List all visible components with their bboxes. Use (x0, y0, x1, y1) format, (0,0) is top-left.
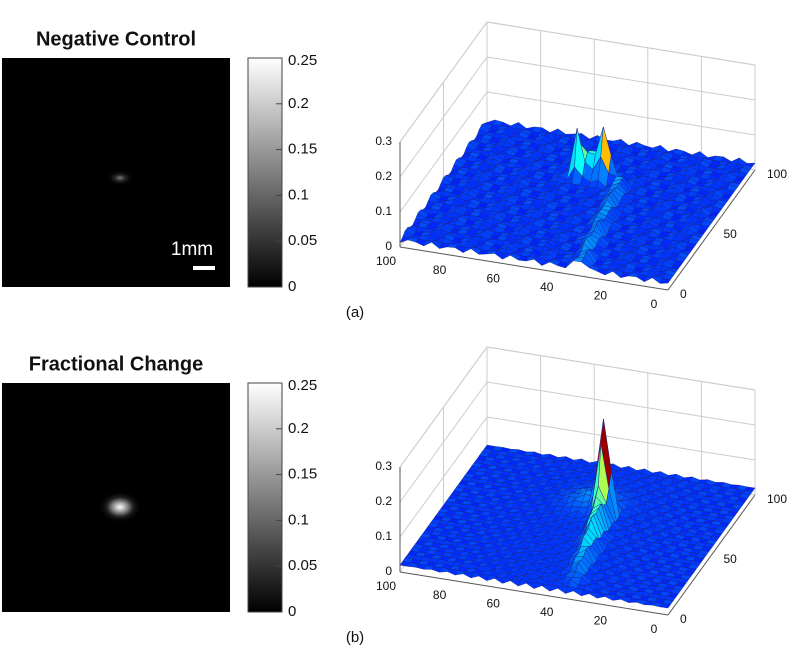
scale-bar-label: 1mm (171, 239, 213, 260)
x-tick-label: 0 (651, 297, 658, 311)
x-tick-label: 0 (651, 622, 658, 636)
panel-label: (b) (346, 629, 364, 646)
z-tick-label: 0.1 (375, 529, 392, 543)
z-tick-label: 0.2 (375, 169, 392, 183)
panel: Negative Control 1mm 0 0.05 0.1 0.15 0.2 0.25 (a… (2, 21, 787, 321)
y-tick-label: 50 (724, 227, 738, 241)
x-tick-label: 80 (433, 263, 447, 277)
y-tick-label: 0 (680, 287, 687, 301)
z-tick-label: 0 (385, 239, 392, 253)
surface-cell (659, 602, 671, 609)
x-tick-label: 60 (487, 271, 501, 285)
colorbar-tick-label: 0.25 (288, 377, 317, 394)
colorbar-tick-label: 0.2 (288, 95, 309, 112)
panel-title: Fractional Change (29, 353, 203, 375)
colorbar-tick-label: 0 (288, 603, 296, 620)
y-tick-label: 50 (724, 552, 738, 566)
x-tick-label: 100 (376, 579, 396, 593)
y-tick-label: 100 (767, 492, 787, 506)
x-tick-label: 40 (540, 280, 554, 294)
axis-line (667, 494, 756, 616)
colorbar-tick-label: 0.1 (288, 186, 309, 203)
colorbar-tick-label: 0.05 (288, 232, 317, 249)
colorbar-tick-label: 0 (288, 278, 296, 295)
image-glow (98, 491, 142, 523)
colorbar-tick-label: 0.15 (288, 141, 317, 158)
z-tick-label: 0.3 (375, 134, 392, 148)
z-tick-label: 0 (385, 564, 392, 578)
z-tick-label: 0.1 (375, 204, 392, 218)
panel: Fractional Change 0 0.05 0.1 0.15 0.2 0.25 (b) 0… (2, 346, 787, 646)
colorbar-tick-label: 0.1 (288, 511, 309, 528)
grid-line (486, 346, 756, 391)
grid-line (486, 416, 756, 461)
grid-line (486, 91, 756, 136)
z-tick-label: 0.2 (375, 494, 392, 508)
z-tick-label: 0.3 (375, 459, 392, 473)
x-tick-label: 60 (487, 596, 501, 610)
surface (399, 418, 756, 609)
colorbar (247, 382, 283, 613)
axis-line (399, 246, 669, 291)
x-tick-label: 40 (540, 605, 554, 619)
colorbar-tick-label: 0.15 (288, 466, 317, 483)
y-tick-label: 0 (680, 612, 687, 626)
panel-title: Negative Control (36, 28, 196, 50)
colorbar-tick-label: 0.2 (288, 420, 309, 437)
grid-line (486, 381, 756, 426)
colorbar (247, 57, 283, 288)
surface-cell (659, 278, 671, 284)
scale-bar (193, 266, 215, 270)
axis-line (399, 571, 669, 616)
image-glow (106, 170, 134, 186)
panel-label: (a) (346, 304, 364, 321)
x-tick-label: 20 (594, 614, 608, 628)
colorbar-tick-label: 0.25 (288, 52, 317, 69)
y-tick-label: 100 (767, 167, 787, 181)
surface (399, 119, 756, 284)
x-tick-label: 100 (376, 254, 396, 268)
x-tick-label: 80 (433, 588, 447, 602)
x-tick-label: 20 (594, 289, 608, 303)
grid-line (486, 21, 756, 66)
grid-line (486, 56, 756, 101)
axis-line (667, 169, 756, 291)
colorbar-tick-label: 0.05 (288, 557, 317, 574)
